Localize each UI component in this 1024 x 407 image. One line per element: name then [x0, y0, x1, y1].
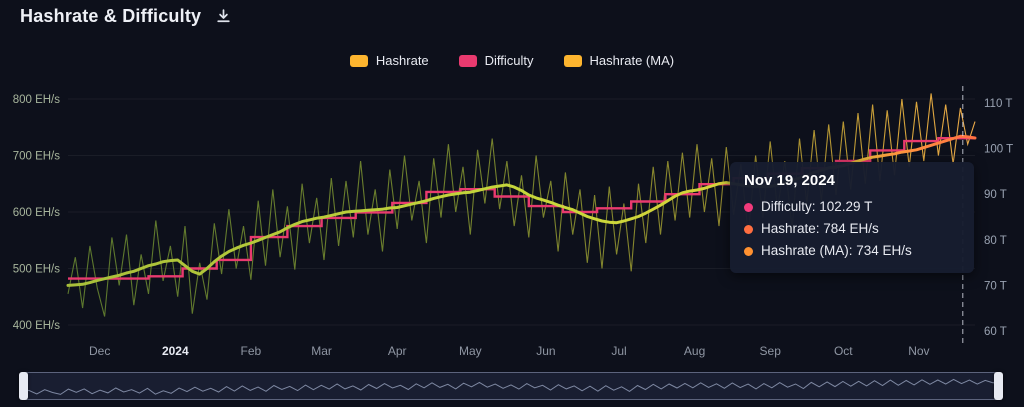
- datazoom-preview-line: [21, 378, 1001, 395]
- difficulty-dot-icon: [744, 202, 753, 212]
- x-axis-tick-label: Jul: [611, 344, 626, 358]
- right-axis-tick-label: 80 T: [984, 235, 1007, 247]
- right-axis-tick-label: 110 T: [984, 98, 1012, 110]
- left-axis-tick-label: 500 EH/s: [13, 264, 61, 276]
- x-axis-tick-label: May: [459, 344, 482, 358]
- tooltip-row-difficulty: Difficulty: 102.29 T: [744, 196, 960, 218]
- right-axis-tick-label: 60 T: [984, 326, 1007, 338]
- hashrate-ma-swatch: [563, 54, 582, 67]
- x-axis-tick-label: Nov: [908, 344, 929, 358]
- datazoom-preview: [21, 378, 1001, 395]
- tooltip-date: Nov 19, 2024: [744, 172, 835, 189]
- page-title: Hashrate & Difficulty: [20, 6, 202, 26]
- right-axis-tick-label: 90 T: [984, 189, 1007, 201]
- left-axis-tick-label: 800 EH/s: [13, 94, 61, 106]
- left-axis-tick-label: 700 EH/s: [13, 151, 61, 163]
- x-axis-tick-label: Feb: [241, 344, 262, 358]
- x-axis-tick-label: Aug: [684, 344, 705, 358]
- tooltip-hashrate-ma-value: Hashrate (MA): 734 EH/s: [761, 243, 912, 258]
- tooltip-hashrate-value: Hashrate: 784 EH/s: [761, 221, 879, 236]
- hashrate-ma-dot-icon: [744, 246, 753, 256]
- left-axis-tick-label: 600 EH/s: [13, 207, 61, 219]
- hashrate-dot-icon: [744, 224, 753, 234]
- tooltip-difficulty-value: Difficulty: 102.29 T: [761, 199, 873, 214]
- x-axis-tick-label: Jun: [536, 344, 555, 358]
- chart-tooltip: Nov 19, 2024 Difficulty: 102.29 T Hashra…: [730, 162, 974, 273]
- difficulty-swatch: [458, 54, 477, 67]
- datazoom-slider[interactable]: [19, 372, 1003, 400]
- page-header: Hashrate & Difficulty: [20, 6, 234, 27]
- download-icon: [217, 9, 230, 23]
- legend-item-hashrate[interactable]: Hashrate: [349, 53, 429, 68]
- x-axis-tick-label: Apr: [388, 344, 407, 358]
- right-axis-tick-label: 70 T: [984, 280, 1007, 292]
- x-axis-tick-label: Dec: [89, 344, 110, 358]
- x-axis-tick-label: Mar: [311, 344, 332, 358]
- legend-item-hashrate-ma[interactable]: Hashrate (MA): [563, 53, 675, 68]
- right-axis-tick-label: 100 T: [984, 144, 1013, 156]
- datazoom-handle-left[interactable]: [19, 372, 28, 400]
- datazoom-handle-right[interactable]: [994, 372, 1003, 400]
- tooltip-row-hashrate-ma: Hashrate (MA): 734 EH/s: [744, 240, 960, 262]
- x-axis-tick-label: Sep: [760, 344, 782, 358]
- chart-legend: Hashrate Difficulty Hashrate (MA): [0, 53, 1024, 68]
- x-axis-tick-label: 2024: [162, 344, 189, 358]
- legend-label: Hashrate (MA): [589, 53, 675, 68]
- hashrate-swatch: [349, 54, 368, 67]
- x-axis-tick-label: Oct: [834, 344, 853, 358]
- tooltip-row-hashrate: Hashrate: 784 EH/s: [744, 218, 960, 240]
- legend-label: Hashrate: [375, 53, 429, 68]
- legend-label: Difficulty: [484, 53, 534, 68]
- download-button[interactable]: [213, 6, 234, 27]
- legend-item-difficulty[interactable]: Difficulty: [458, 53, 534, 68]
- left-axis-tick-label: 400 EH/s: [13, 320, 61, 332]
